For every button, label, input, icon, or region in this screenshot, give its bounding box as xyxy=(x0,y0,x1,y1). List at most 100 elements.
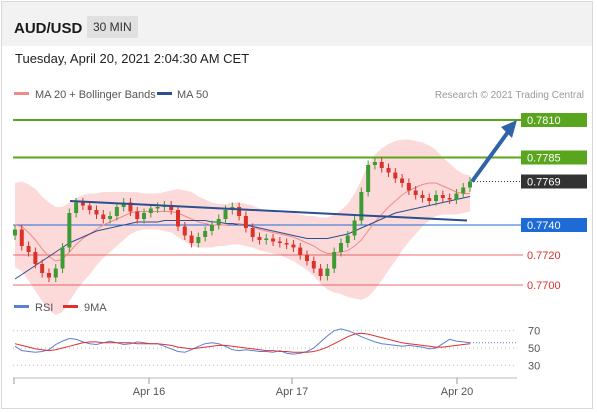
rsi-ma-line xyxy=(14,332,471,353)
rsi-line xyxy=(14,328,471,355)
candle-body xyxy=(461,187,466,194)
candle-body xyxy=(420,195,425,198)
candle-body xyxy=(33,252,38,264)
forecast-arrow-shaft xyxy=(470,130,510,183)
candle-body xyxy=(26,246,31,252)
candle-body xyxy=(40,264,45,273)
price-levels xyxy=(13,119,523,286)
candle-body xyxy=(189,235,194,243)
candle-body xyxy=(277,241,282,243)
candle-body xyxy=(223,210,228,219)
ma50-legend-swatch xyxy=(157,92,172,95)
level-tag-0.7769 xyxy=(521,174,587,189)
candle-body xyxy=(366,165,371,192)
level-labels: 0.7810 0.7785 0.7769 0.7740 0.7720 0.7700 xyxy=(521,113,587,292)
trendline xyxy=(69,200,468,222)
candle-body xyxy=(19,229,24,246)
candle-body xyxy=(379,162,384,168)
candle-body xyxy=(264,238,269,240)
candle-body xyxy=(352,220,357,236)
level-label-0.7785: 0.7785 xyxy=(527,153,561,165)
rsi-tick-30: 30 xyxy=(528,360,540,372)
candle-body xyxy=(114,207,119,216)
level-tag-0.7785 xyxy=(521,150,587,165)
bollinger-band xyxy=(15,139,470,315)
candle-body xyxy=(427,198,432,201)
candle-body xyxy=(298,247,303,255)
x-tick-label: Apr 17 xyxy=(276,386,308,398)
bollinger-band-area xyxy=(15,139,470,315)
candle-body xyxy=(359,192,364,221)
candle-body xyxy=(101,214,106,219)
candle-body xyxy=(386,168,391,173)
candle-body xyxy=(400,178,405,183)
candle-body xyxy=(209,225,214,231)
candle-body xyxy=(53,268,58,278)
candle-body xyxy=(121,202,126,207)
candle-body xyxy=(60,247,65,269)
candle-body xyxy=(67,213,72,248)
candlesticks xyxy=(13,157,472,282)
candle-body xyxy=(148,208,153,213)
candle-body xyxy=(87,205,92,210)
x-tick-label: Apr 16 xyxy=(133,386,165,398)
header-bar: AUD/USD 30 MIN xyxy=(2,2,592,46)
level-label-0.7700: 0.7700 xyxy=(527,280,561,292)
rsi-panel: 30 50 70 xyxy=(13,326,540,372)
candle-body xyxy=(271,238,276,242)
candle-body xyxy=(46,273,51,278)
candle-body xyxy=(250,228,255,237)
candle-body xyxy=(372,162,377,165)
candle-body xyxy=(393,172,398,179)
candle-body xyxy=(80,202,85,206)
candle-body xyxy=(311,261,316,269)
currency-pair-title: AUD/USD xyxy=(14,20,83,37)
ma20-legend-swatch xyxy=(14,92,29,95)
candle-body xyxy=(196,237,201,243)
candle-body xyxy=(203,231,208,237)
candle-body xyxy=(128,202,133,212)
ma9-legend-swatch xyxy=(63,305,78,308)
candle-body xyxy=(345,235,350,243)
candle-body xyxy=(175,210,180,227)
candle-body xyxy=(257,237,262,240)
candle-body xyxy=(142,213,147,219)
timeframe-button[interactable]: 30 MIN xyxy=(87,16,138,38)
chart-datetime: Tuesday, April 20, 2021 2:04:30 AM CET xyxy=(15,51,250,66)
candle-body xyxy=(305,255,310,261)
candle-body xyxy=(135,211,140,219)
level-tag-0.7810 xyxy=(521,113,587,127)
ma50-line xyxy=(14,196,471,280)
annotations xyxy=(69,120,517,222)
rsi-tick-70: 70 xyxy=(528,326,540,338)
candle-body xyxy=(284,243,289,245)
ma50-legend-label: MA 50 xyxy=(177,89,208,101)
candle-body xyxy=(169,205,174,210)
ma9-legend-label: 9MA xyxy=(84,302,107,314)
candle-body xyxy=(447,198,452,200)
candle-body xyxy=(243,216,248,228)
level-label-0.7769: 0.7769 xyxy=(527,177,561,189)
candle-body xyxy=(338,243,343,252)
candle-body xyxy=(440,195,445,198)
candle-body xyxy=(454,193,459,200)
forecast-arrow-head xyxy=(501,120,517,138)
candle-body xyxy=(318,268,323,276)
level-label-0.7720: 0.7720 xyxy=(527,250,561,262)
candle-body xyxy=(332,252,337,269)
candle-body xyxy=(216,219,221,225)
candle-body xyxy=(108,216,113,219)
candle-body xyxy=(74,202,79,213)
rsi-legend-label: RSI xyxy=(35,302,53,314)
moving-averages xyxy=(14,182,471,280)
x-tick-label: Apr 20 xyxy=(441,386,473,398)
level-label-0.7740: 0.7740 xyxy=(527,220,561,232)
candle-body xyxy=(155,207,160,209)
candle-body xyxy=(468,181,472,188)
candle-body xyxy=(413,190,418,195)
rsi-legend-swatch xyxy=(14,305,29,308)
level-tag-0.7740 xyxy=(521,218,587,232)
rsi-tick-50: 50 xyxy=(528,343,540,355)
candle-body xyxy=(434,195,439,201)
